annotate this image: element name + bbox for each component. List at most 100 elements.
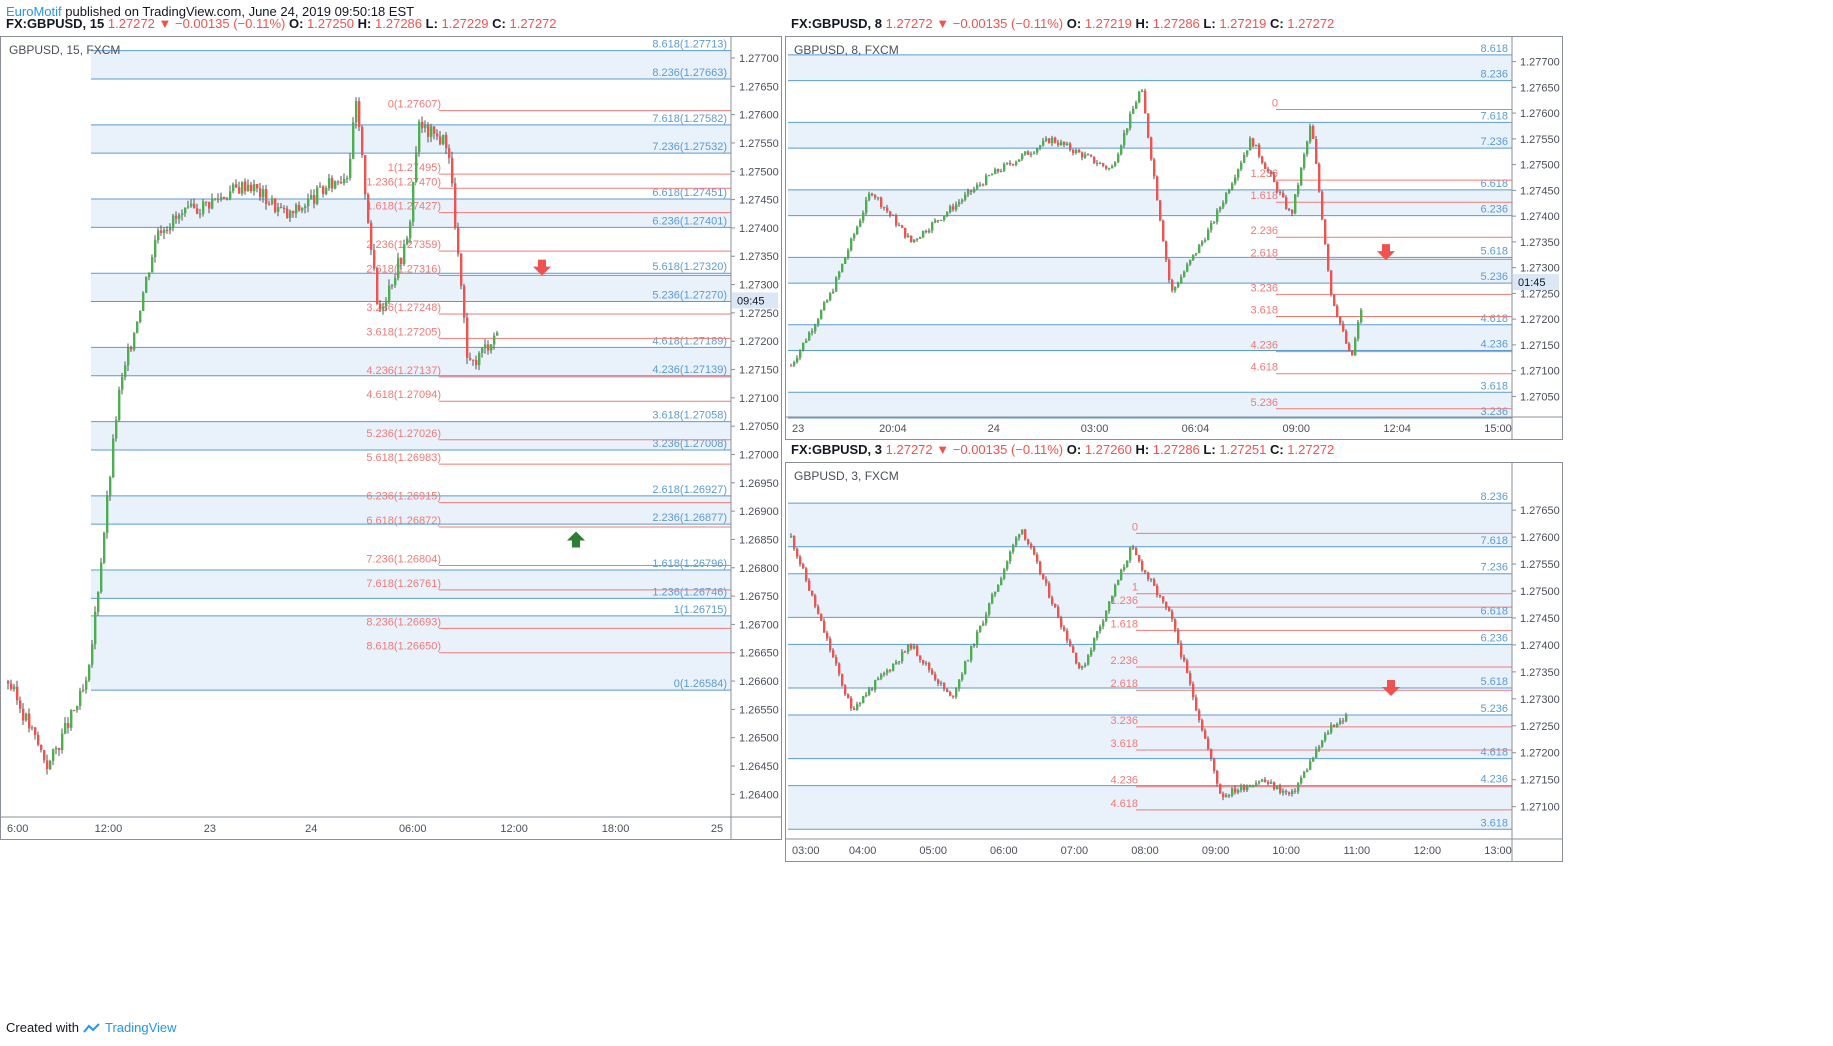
candle-body <box>259 188 262 198</box>
candle-body <box>916 645 919 656</box>
candle-body <box>61 733 64 750</box>
candle-body <box>463 285 466 318</box>
candle-body <box>283 208 286 210</box>
chart-pane[interactable]: 8.618 8.236 7.618 7.236 6.618 6.236 5.618 5.236… <box>785 36 1563 440</box>
candle-body <box>1243 154 1246 163</box>
candle-body <box>1195 697 1198 711</box>
candle-body <box>1195 253 1198 255</box>
fib-label-red: 8.618(1.26650) <box>366 641 441 653</box>
fib-label-blue: 4.236 <box>1480 339 1508 351</box>
candle-body <box>1324 219 1327 245</box>
price-tick-label: 1.27250 <box>1520 288 1560 300</box>
price-tick-label: 1.27500 <box>739 166 779 178</box>
candle-body <box>946 212 949 216</box>
candle-body <box>1228 795 1231 797</box>
fib-label-blue: 7.618 <box>1480 110 1508 122</box>
candle-body <box>1339 316 1342 324</box>
chart-pane[interactable]: 8.618(1.27713) 8.236(1.27663) 7.618(1.2758… <box>0 36 782 840</box>
candle-body <box>919 237 922 239</box>
candle-body <box>10 683 13 690</box>
price-tick-label: 1.27550 <box>1520 559 1560 571</box>
price-tick-label: 1.26850 <box>739 534 779 546</box>
candle-body <box>1054 137 1057 143</box>
chart-canvas[interactable]: 8.618(1.27713) 8.236(1.27663) 7.618(1.2758… <box>1 37 781 839</box>
chart-gbpusd-8[interactable]: FX:GBPUSD, 8 1.27272 ▼ −0.00135 (−0.11%)… <box>785 16 1563 440</box>
time-tick-label: 06:04 <box>1182 423 1210 435</box>
price-tick-label: 1.27000 <box>739 449 779 461</box>
candle-body <box>1126 560 1129 567</box>
candle-body <box>1210 749 1213 759</box>
candle-body <box>961 674 964 680</box>
candle-body <box>832 291 835 294</box>
candle-body <box>232 184 235 192</box>
candle-body <box>1339 720 1342 724</box>
candle-body <box>1204 730 1207 739</box>
high-label: H: <box>1135 16 1150 31</box>
candle-body <box>1285 197 1288 209</box>
candle-body <box>934 674 937 680</box>
fib-label-blue: 4.236 <box>1480 774 1508 786</box>
candle-body <box>244 181 247 192</box>
candle-body <box>955 688 958 697</box>
candle-body <box>937 679 940 684</box>
candle-body <box>1201 720 1204 731</box>
price-tick-label: 1.27200 <box>1520 748 1560 760</box>
candle-body <box>475 360 478 366</box>
close-value: 1.27272 <box>1287 16 1335 31</box>
candle-body <box>877 197 880 199</box>
candle-body <box>325 188 328 195</box>
chart-pane[interactable]: 8.236 7.618 7.236 6.618 6.236 5.618 5.236 4.618… <box>785 462 1563 862</box>
tradingview-link[interactable]: TradingView <box>104 1020 177 1035</box>
candle-body <box>892 215 895 217</box>
candle-body <box>487 344 490 351</box>
chart-canvas[interactable]: 8.618 8.236 7.618 7.236 6.618 6.236 5.618 5.236… <box>786 37 1562 439</box>
fib-label-red: 1(1.27495) <box>388 162 441 174</box>
candle-body <box>1030 153 1033 155</box>
candle-body <box>958 679 961 689</box>
candle-body <box>949 691 952 696</box>
candle-body <box>1312 757 1315 762</box>
candle-body <box>70 710 73 728</box>
candle-body <box>796 548 799 557</box>
candle-body <box>829 293 832 301</box>
price-tick-label: 1.27400 <box>739 223 779 235</box>
candle-body <box>1168 607 1171 612</box>
candle-body <box>835 277 838 292</box>
chart-gbpusd-3[interactable]: FX:GBPUSD, 3 1.27272 ▼ −0.00135 (−0.11%)… <box>785 442 1563 862</box>
candle-body <box>1039 145 1042 149</box>
candle-body <box>1240 785 1243 791</box>
chart-gbpusd-15[interactable]: FX:GBPUSD, 15 1.27272 ▼ −0.00135 (−0.11%… <box>0 16 782 840</box>
fib-label-blue: 5.618(1.27320) <box>652 261 727 273</box>
time-tick-label: 05:00 <box>919 845 947 857</box>
fib-band <box>91 347 731 376</box>
candle-body <box>1132 547 1135 549</box>
fib-label-red: 2.618 <box>1250 247 1278 259</box>
candle-body <box>997 169 1000 172</box>
candle-body <box>877 678 880 681</box>
candle-body <box>394 278 397 286</box>
candle-body <box>358 101 361 127</box>
candle-body <box>1000 578 1003 586</box>
time-tick-label: 09:00 <box>1202 845 1230 857</box>
price-tick-label: 1.27600 <box>1520 532 1560 544</box>
chart-canvas[interactable]: 8.236 7.618 7.236 6.618 6.236 5.618 5.236 4.618… <box>786 463 1562 861</box>
candle-body <box>328 178 331 189</box>
fib-label-blue: 4.618(1.27189) <box>652 335 727 347</box>
candle-body <box>832 650 835 658</box>
candle-body <box>16 686 19 701</box>
candle-body <box>496 332 499 336</box>
candle-body <box>1141 90 1144 92</box>
candle-body <box>934 220 937 223</box>
candle-body <box>280 206 283 209</box>
candle-body <box>970 646 973 661</box>
fib-label-blue: 5.236 <box>1480 271 1508 283</box>
candle-body <box>841 263 844 273</box>
candle-body <box>910 644 913 649</box>
author-link[interactable]: EuroMotif <box>6 4 62 19</box>
candle-body <box>166 229 169 231</box>
fib-label-red: 1.236 <box>1110 595 1138 607</box>
candle-body <box>1261 156 1264 163</box>
candle-body <box>94 611 97 645</box>
candle-body <box>940 682 943 684</box>
candle-body <box>1138 555 1141 562</box>
